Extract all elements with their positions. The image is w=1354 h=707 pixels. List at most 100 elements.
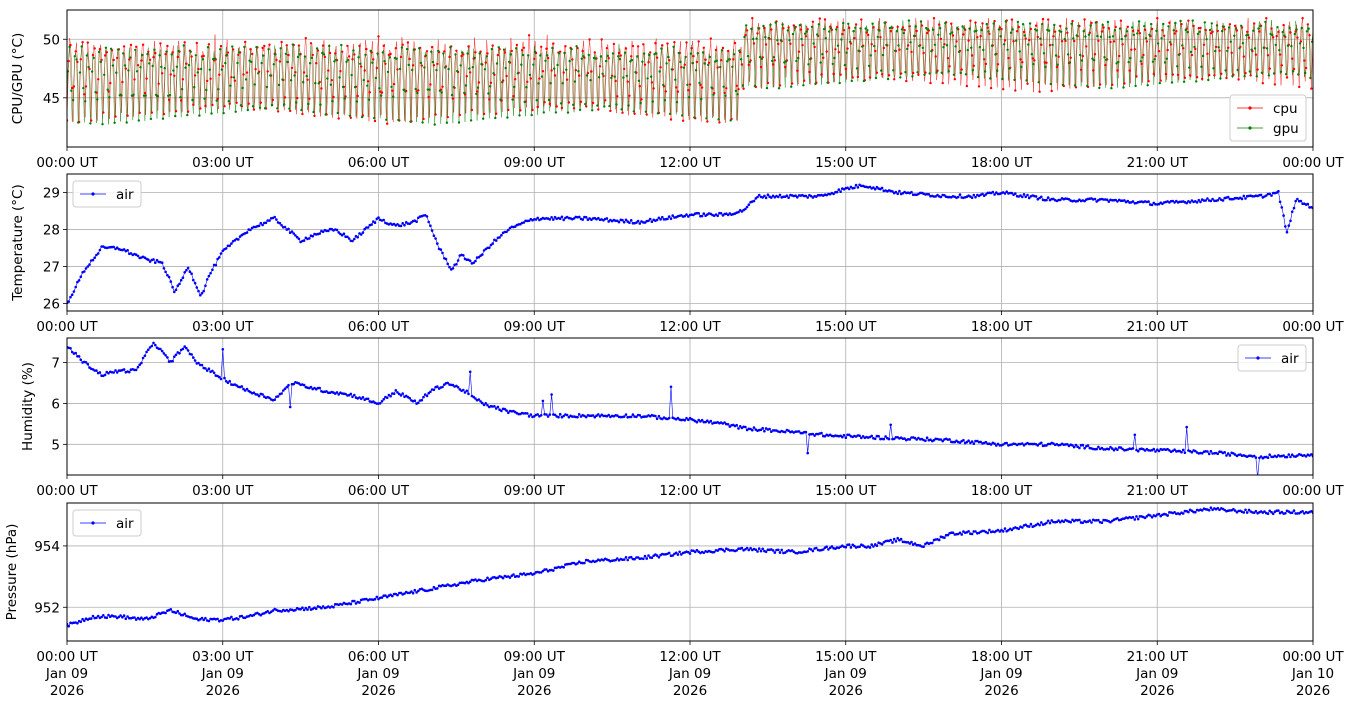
data-point-gpu — [707, 63, 710, 67]
data-point-gpu — [701, 51, 705, 54]
data-point-air — [399, 224, 403, 228]
data-point-gpu — [968, 27, 971, 30]
data-point-cpu — [441, 85, 444, 88]
data-point-air — [1003, 192, 1007, 195]
data-point-air — [1296, 197, 1299, 201]
data-point-cpu — [332, 95, 335, 99]
data-point-air — [415, 220, 418, 223]
data-point-cpu — [787, 26, 790, 29]
data-point-air — [1290, 210, 1294, 214]
data-point-gpu — [1250, 48, 1253, 51]
data-point-cpu — [174, 110, 178, 113]
data-point-gpu — [239, 104, 243, 107]
data-point-gpu — [776, 39, 779, 42]
data-point-air — [160, 349, 164, 353]
data-point-gpu — [464, 84, 468, 87]
data-point-air — [408, 396, 412, 400]
data-point-cpu — [673, 41, 676, 44]
data-point-air — [894, 436, 898, 439]
data-point-gpu — [724, 94, 727, 97]
data-point-gpu — [802, 84, 805, 87]
data-point-cpu — [1227, 46, 1230, 49]
data-point-gpu — [1191, 19, 1194, 22]
data-point-gpu — [469, 119, 473, 122]
data-point-air — [913, 542, 917, 545]
data-point-air — [764, 196, 768, 200]
data-point-cpu — [323, 55, 327, 59]
data-point-gpu — [978, 46, 982, 49]
data-point-air — [122, 614, 126, 617]
data-point-gpu — [1279, 70, 1283, 74]
data-point-air — [1185, 201, 1188, 205]
data-point-air — [340, 603, 344, 606]
data-point-cpu — [181, 78, 185, 81]
data-point-air — [929, 541, 932, 545]
data-point-air — [880, 186, 884, 190]
data-point-gpu — [970, 46, 973, 49]
data-point-gpu — [161, 117, 165, 120]
data-point-cpu — [302, 71, 306, 74]
data-point-gpu — [416, 91, 419, 95]
x-tick-label: 06:00 UT — [348, 649, 410, 665]
data-point-gpu — [1265, 47, 1269, 50]
data-point-air — [695, 548, 699, 552]
data-point-cpu — [1254, 53, 1258, 56]
data-point-gpu — [527, 54, 530, 57]
data-point-air — [136, 254, 140, 258]
data-point-gpu — [1262, 46, 1265, 49]
data-point-air — [186, 266, 190, 270]
data-point-gpu — [120, 94, 123, 97]
data-point-gpu — [1215, 24, 1219, 27]
data-point-gpu — [1203, 21, 1207, 24]
data-point-air — [1095, 447, 1098, 451]
x-tick-label: 18:00 UT — [971, 483, 1033, 499]
data-point-gpu — [866, 29, 869, 32]
data-point-cpu — [908, 25, 911, 28]
data-point-air — [221, 348, 225, 351]
data-point-gpu — [504, 66, 507, 70]
data-point-air — [245, 387, 249, 391]
data-point-air — [283, 387, 287, 391]
data-point-air — [377, 216, 380, 219]
data-point-gpu — [198, 114, 201, 117]
data-point-air — [558, 412, 562, 416]
data-point-gpu — [764, 36, 767, 39]
data-point-cpu — [107, 90, 110, 93]
data-point-gpu — [234, 110, 237, 113]
data-point-air — [552, 218, 555, 221]
data-point-air — [1021, 442, 1024, 445]
data-point-cpu — [505, 74, 508, 78]
data-point-air — [577, 215, 581, 219]
x-tick-label: 03:00 UT — [192, 319, 254, 335]
data-point-air — [74, 285, 77, 289]
data-point-gpu — [366, 84, 369, 87]
data-point-cpu — [974, 21, 977, 24]
data-point-gpu — [539, 54, 542, 57]
data-point-air — [941, 439, 944, 443]
data-point-air — [467, 392, 470, 396]
data-point-gpu — [1001, 77, 1004, 81]
data-point-cpu — [514, 78, 517, 81]
data-point-gpu — [656, 112, 660, 115]
data-point-air — [86, 265, 90, 268]
data-point-cpu — [626, 80, 629, 83]
data-point-air — [320, 606, 323, 610]
data-point-air — [783, 430, 787, 434]
data-point-air — [1251, 195, 1254, 198]
data-point-air — [446, 381, 450, 385]
data-point-air — [243, 389, 247, 392]
data-point-cpu — [334, 52, 337, 55]
data-point-gpu — [1018, 50, 1021, 53]
data-point-air — [880, 543, 884, 546]
data-point-gpu — [1143, 25, 1146, 28]
data-point-cpu — [1285, 76, 1289, 79]
data-point-air — [759, 549, 763, 553]
data-point-gpu — [793, 26, 796, 29]
data-point-air — [482, 403, 486, 407]
data-point-air — [1180, 450, 1183, 454]
data-point-gpu — [824, 37, 827, 40]
data-point-cpu — [128, 58, 131, 61]
data-point-air — [124, 617, 128, 621]
legend-swatch-marker-air — [91, 521, 95, 525]
data-point-air — [508, 576, 512, 579]
